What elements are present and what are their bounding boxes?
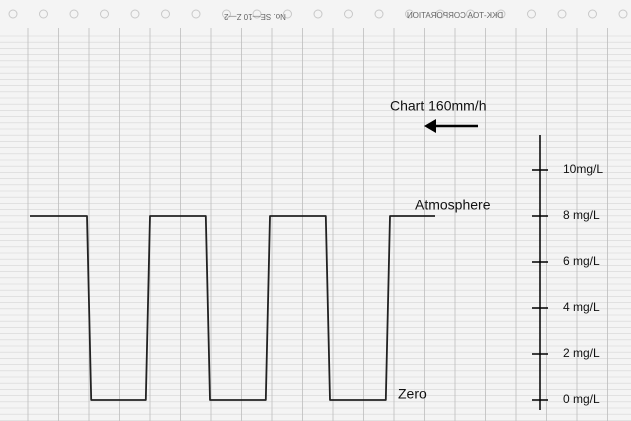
y-tick-label: 10mg/L [563, 162, 603, 176]
y-tick-label: 8 mg/L [563, 208, 600, 222]
y-tick-label: 6 mg/L [563, 254, 600, 268]
maker: DKK-TOA CORPORATION [407, 11, 503, 20]
sheet-number: No. SE—10 Z—2 [224, 12, 286, 21]
chart: No. SE—10 Z—2 DKK-TOA CORPORATION Chart … [0, 0, 631, 421]
chart-speed: Chart 160mm/h [390, 98, 486, 114]
header-print: DKK-TOA CORPORATION [407, 11, 503, 20]
atmosphere-label: Atmosphere [415, 197, 491, 213]
y-tick-label: 0 mg/L [563, 392, 600, 406]
paper [0, 0, 631, 421]
y-tick-label: 4 mg/L [563, 300, 600, 314]
y-tick-label: 2 mg/L [563, 346, 600, 360]
zero-label: Zero [398, 386, 427, 402]
header-print: No. SE—10 Z—2 [224, 12, 286, 21]
